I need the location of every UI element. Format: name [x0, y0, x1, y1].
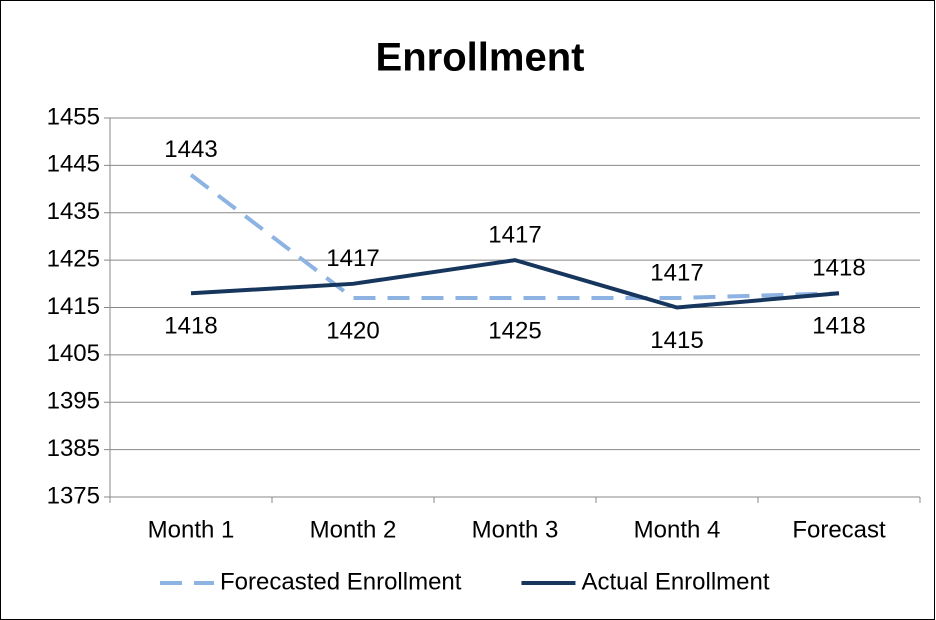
data-label: 1418	[812, 313, 865, 340]
y-tick-label: 1395	[47, 388, 100, 415]
data-label: 1417	[650, 259, 703, 286]
x-tick-label: Month 4	[634, 516, 721, 543]
data-label: 1443	[164, 136, 217, 163]
data-label: 1417	[326, 245, 379, 272]
x-tick-label: Month 3	[472, 516, 559, 543]
data-label: 1415	[650, 327, 703, 354]
y-tick-label: 1415	[47, 293, 100, 320]
y-tick-label: 1445	[47, 151, 100, 178]
y-tick-label: 1405	[47, 340, 100, 367]
x-tick-label: Month 1	[148, 516, 235, 543]
data-label: 1417	[488, 221, 541, 248]
legend-label: Forecasted Enrollment	[220, 568, 462, 595]
data-label: 1420	[326, 317, 379, 344]
y-tick-label: 1385	[47, 435, 100, 462]
data-label: 1425	[488, 317, 541, 344]
legend-label: Actual Enrollment	[581, 568, 769, 595]
series-line	[190, 258, 840, 310]
chart-title: Enrollment	[376, 36, 585, 80]
y-tick-label: 1425	[47, 245, 100, 272]
series-line	[189, 173, 840, 301]
y-tick-label: 1375	[47, 482, 100, 509]
data-label: 1418	[812, 255, 865, 282]
y-tick-label: 1435	[47, 198, 100, 225]
x-tick-label: Month 2	[310, 516, 397, 543]
y-tick-label: 1455	[47, 103, 100, 130]
data-label: 1418	[164, 313, 217, 340]
x-tick-label: Forecast	[792, 516, 886, 543]
